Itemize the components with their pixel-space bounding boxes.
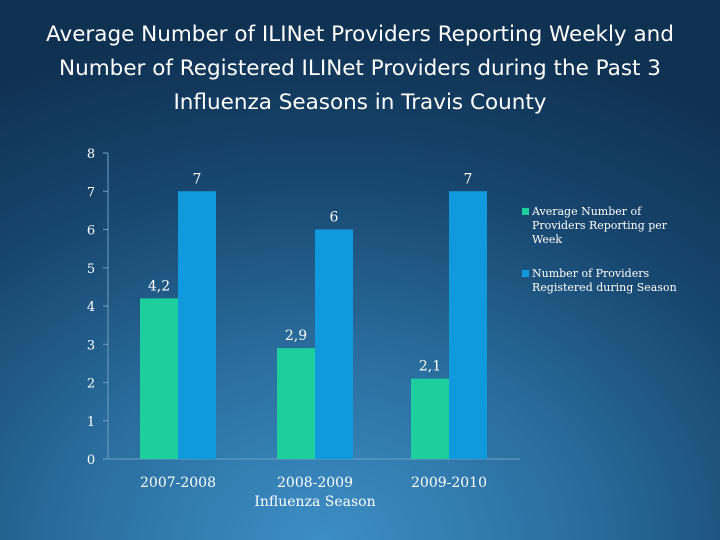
y-tick-label: 1 [87,415,95,430]
chart-title: Average Number of ILINet Providers Repor… [46,22,674,115]
data-label: 2,9 [285,328,307,344]
y-tick-label: 8 [87,147,95,162]
data-label: 6 [330,210,339,226]
legend-label-avg-reporting: Average Number of Providers Reporting pe… [532,205,668,246]
bar-avg-reporting [140,298,178,459]
y-tick-label: 5 [87,262,95,277]
y-tick-label: 7 [87,185,95,200]
legend: Average Number of Providers Reporting pe… [522,205,682,315]
legend-swatch-avg-reporting [522,208,529,215]
bar-registered [315,229,353,459]
data-label: 7 [193,171,202,187]
legend-swatch-registered [522,270,529,277]
x-axis-title: Influenza Season [254,494,375,510]
x-tick-label: 2008-2009 [277,475,353,491]
legend-item-registered: Number of Providers Registered during Se… [522,267,682,295]
legend-item-avg-reporting: Average Number of Providers Reporting pe… [522,205,682,247]
data-label: 4,2 [148,278,170,294]
y-tick-label: 0 [87,453,95,468]
data-label: 7 [464,171,473,187]
x-tick-label: 2007-2008 [140,475,216,491]
y-tick-label: 4 [87,300,95,315]
x-tick-label: 2009-2010 [411,475,487,491]
bar-registered [178,191,216,459]
data-label: 2,1 [419,359,441,375]
y-tick-label: 2 [87,377,95,392]
bar-avg-reporting [277,348,315,459]
bar-registered [449,191,487,459]
bar-avg-reporting [411,378,449,459]
legend-label-registered: Number of Providers Registered during Se… [532,267,677,294]
y-tick-label: 3 [87,338,95,353]
y-tick-label: 6 [87,224,95,239]
